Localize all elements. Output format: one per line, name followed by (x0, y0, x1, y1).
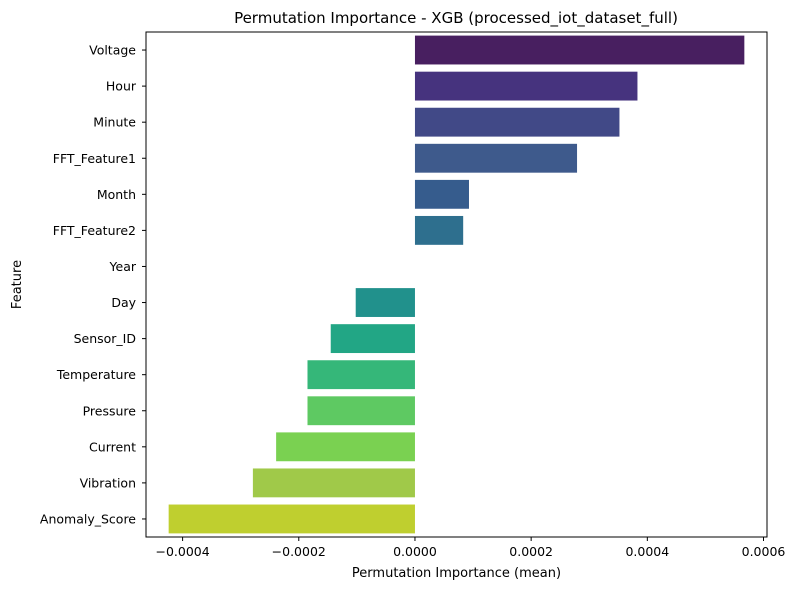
y-tick-label: Month (97, 187, 136, 202)
y-tick-label: Voltage (89, 43, 136, 58)
x-tick-label: −0.0002 (272, 544, 326, 559)
bar-fft-feature2 (414, 215, 464, 245)
bar-sensor-id (330, 324, 415, 354)
x-axis-label: Permutation Importance (mean) (352, 566, 561, 581)
y-tick-label: Year (109, 259, 137, 274)
bars-group (168, 35, 745, 534)
bar-hour (414, 71, 638, 101)
bar-anomaly-score (168, 504, 415, 534)
y-tick-label: Temperature (56, 367, 136, 382)
y-tick-label: Minute (93, 115, 136, 130)
x-tick-label: −0.0004 (155, 544, 209, 559)
bar-minute (414, 107, 620, 137)
bar-voltage (414, 35, 745, 65)
y-tick-label: Hour (106, 79, 137, 94)
plot-frame (145, 31, 768, 538)
bar-vibration (252, 468, 415, 498)
bar-day (355, 288, 415, 317)
y-tick-label: Vibration (80, 475, 136, 490)
y-axis: Voltage Hour Minute FFT_Feature1 Month FFT_Fe… (40, 43, 146, 526)
y-tick-label: Sensor_ID (74, 331, 136, 346)
x-tick-label: 0.0002 (509, 544, 553, 559)
y-tick-label: Day (111, 295, 136, 310)
y-axis-label: Feature (10, 260, 25, 309)
bar-pressure (307, 396, 415, 426)
y-tick-label: Anomaly_Score (40, 511, 136, 526)
bar-month (414, 179, 469, 209)
x-tick-label: 0.0000 (393, 544, 437, 559)
y-tick-label: Pressure (83, 403, 137, 418)
x-tick-label: 0.0006 (742, 544, 786, 559)
bar-fft-feature1 (414, 143, 578, 173)
x-axis: −0.0004 −0.0002 0.0000 0.0002 0.0004 0.0006 (155, 537, 785, 559)
bar-current (276, 432, 415, 462)
y-tick-label: FFT_Feature1 (53, 151, 136, 166)
x-tick-label: 0.0004 (625, 544, 669, 559)
y-tick-label: FFT_Feature2 (53, 223, 136, 238)
chart-title: Permutation Importance - XGB (processed_… (234, 9, 678, 28)
bar-temperature (307, 360, 415, 390)
y-tick-label: Current (89, 439, 136, 454)
